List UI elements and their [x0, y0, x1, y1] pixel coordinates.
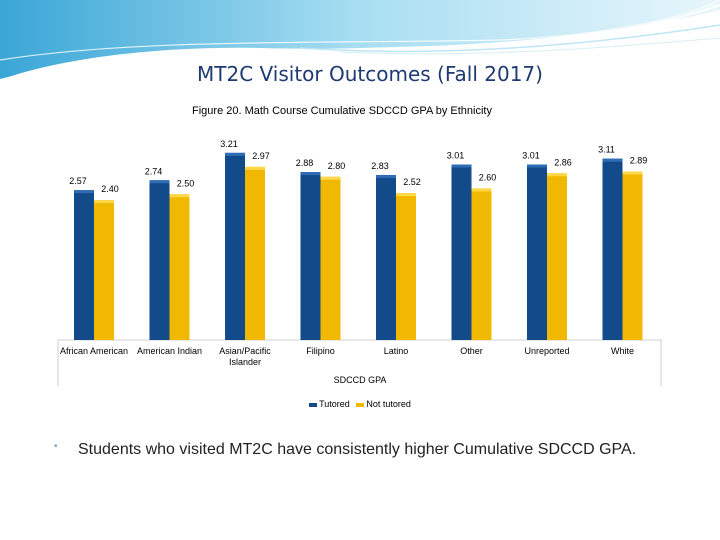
bar-not-tutored-3 — [320, 176, 341, 340]
bar-cap-1-5 — [471, 188, 492, 192]
bar-cap-0-2 — [225, 152, 245, 156]
bar-cap-0-0 — [74, 190, 94, 194]
value-label-0-3: 2.88 — [296, 158, 314, 168]
bar-cap-1-3 — [320, 176, 341, 180]
value-label-1-6: 2.86 — [554, 157, 572, 167]
value-label-1-5: 2.60 — [479, 172, 497, 182]
category-label-5: Other — [460, 346, 483, 356]
bar-tutored-6 — [527, 164, 547, 340]
legend-item-not-tutored: Not tutored — [356, 399, 411, 409]
legend-item-tutored: Tutored — [309, 399, 350, 409]
bar-cap-1-7 — [622, 171, 643, 175]
category-label-7: White — [611, 346, 634, 356]
bar-cap-1-2 — [245, 166, 265, 170]
legend-label-not-tutored: Not tutored — [366, 399, 411, 409]
bar-not-tutored-4 — [396, 193, 416, 340]
value-label-0-1: 2.74 — [145, 166, 163, 176]
value-label-0-0: 2.57 — [69, 176, 87, 186]
legend-swatch-not-tutored — [356, 402, 365, 407]
value-label-0-2: 3.21 — [220, 139, 238, 149]
value-label-1-4: 2.52 — [403, 177, 421, 187]
bar-cap-0-6 — [527, 164, 547, 168]
bar-tutored-1 — [149, 180, 170, 340]
category-label-3: Filipino — [306, 346, 335, 356]
bar-cap-1-1 — [169, 194, 190, 198]
category-label-6: Unreported — [524, 346, 569, 356]
bar-cap-1-6 — [547, 173, 567, 177]
bar-tutored-3 — [300, 172, 321, 340]
bullet-icon: • — [54, 441, 58, 452]
bar-tutored-2 — [225, 152, 245, 340]
bar-cap-1-4 — [396, 193, 416, 197]
value-label-0-4: 2.83 — [371, 161, 389, 171]
bar-not-tutored-0 — [94, 200, 114, 340]
header-banner — [0, 0, 720, 81]
value-label-0-7: 3.11 — [598, 145, 615, 155]
value-label-1-3: 2.80 — [328, 161, 346, 171]
legend-label-tutored: Tutored — [319, 399, 350, 409]
bullet-text: Students who visited MT2C have consisten… — [78, 441, 637, 458]
category-label-1: American Indian — [137, 346, 202, 356]
category-label-0: African American — [60, 346, 128, 356]
slide-title: MT2C Visitor Outcomes (Fall 2017) — [197, 62, 543, 86]
value-label-1-1: 2.50 — [177, 178, 195, 188]
bar-cap-0-7 — [602, 158, 623, 162]
bar-tutored-7 — [602, 158, 623, 340]
bar-not-tutored-1 — [169, 194, 190, 340]
bar-cap-0-1 — [149, 180, 170, 184]
value-label-1-7: 2.89 — [630, 156, 648, 166]
bar-cap-1-0 — [94, 200, 114, 204]
bar-cap-0-3 — [300, 172, 321, 176]
chart-title: Figure 20. Math Course Cumulative SDCCD … — [192, 105, 492, 117]
x-axis-title: SDCCD GPA — [334, 375, 387, 385]
value-label-0-5: 3.01 — [447, 151, 465, 161]
legend: Tutored Not tutored — [0, 399, 720, 409]
bar-not-tutored-7 — [622, 171, 643, 340]
bar-tutored-5 — [451, 164, 472, 340]
value-label-1-2: 2.97 — [252, 151, 270, 161]
bar-cap-0-4 — [376, 175, 396, 179]
category-label-4: Latino — [384, 346, 409, 356]
value-label-0-6: 3.01 — [522, 151, 540, 161]
bar-not-tutored-5 — [471, 188, 492, 340]
bar-tutored-4 — [376, 175, 396, 340]
bar-cap-0-5 — [451, 164, 472, 168]
value-label-1-0: 2.40 — [101, 184, 119, 194]
legend-swatch-tutored — [309, 402, 318, 407]
bar-not-tutored-6 — [547, 173, 567, 340]
bar-tutored-0 — [74, 190, 94, 340]
bar-not-tutored-2 — [245, 166, 265, 340]
category-label-2: Asian/Pacific Islander — [219, 346, 271, 367]
